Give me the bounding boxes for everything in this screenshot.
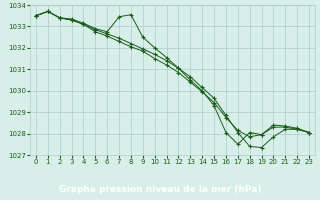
Text: Graphe pression niveau de la mer (hPa): Graphe pression niveau de la mer (hPa) bbox=[59, 184, 261, 194]
